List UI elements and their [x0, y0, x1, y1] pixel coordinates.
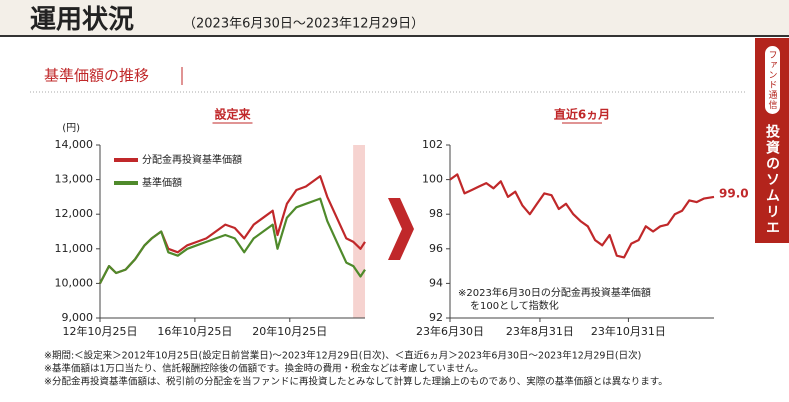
- arrow: [388, 198, 414, 260]
- section-title: 基準価額の推移: [44, 67, 149, 85]
- page-title: 運用状況: [30, 5, 134, 34]
- period: （2023年6月30日～2023年12月29日）: [183, 17, 424, 32]
- side-tab-title: 投資のソムリエ: [764, 124, 780, 236]
- y-tick-label: 14,000: [55, 138, 94, 151]
- chart-title: 直近6ヵ月: [554, 107, 610, 122]
- value-label: 99.0: [719, 186, 749, 200]
- y-tick-label: 12,000: [55, 207, 94, 220]
- y-tick-label: 11,000: [55, 242, 94, 255]
- y-tick-label: 13,000: [55, 173, 94, 186]
- y-tick-label: 100: [422, 173, 443, 186]
- y-tick-label: 94: [429, 276, 443, 289]
- y-tick-label: 9,000: [62, 311, 94, 324]
- y-tick-label: 10,000: [55, 276, 94, 289]
- y-tick-label: 98: [429, 207, 443, 220]
- series-line: [99, 197, 366, 284]
- side-tab: ファンド通信 投資のソムリエ: [755, 38, 789, 243]
- y-axis-label: (円): [62, 123, 80, 134]
- y-tick-label: 102: [422, 138, 443, 151]
- x-tick-label: 20年10月25日: [252, 324, 327, 338]
- footnote: ※分配金再投資基準価額は、税引前の分配金を当ファンドに再投資したとみなして計算し…: [44, 376, 668, 388]
- header-band: [0, 0, 789, 36]
- chart-title: 設定来: [214, 107, 251, 122]
- footnote: ※期間:＜設定来＞2012年10月25日(設定日前営業日)～2023年12月29…: [44, 350, 641, 362]
- chart-note: を100として指数化: [470, 299, 559, 312]
- x-tick-label: 12年10月25日: [63, 324, 138, 338]
- series-line: [449, 173, 715, 259]
- side-tab-label: ファンド通信: [764, 46, 780, 114]
- shaded-range: [353, 145, 365, 318]
- legend-label: 基準価額: [142, 176, 182, 189]
- chart-note: ※2023年6月30日の分配金再投資基準価額: [458, 286, 651, 299]
- x-tick-label: 23年8月31日: [506, 324, 574, 338]
- y-tick-label: 96: [429, 242, 443, 255]
- x-tick-label: 23年6月30日: [416, 324, 484, 338]
- x-tick-label: 23年10月31日: [591, 324, 666, 338]
- footnote: ※基準価額は1万口当たり、信託報酬控除後の価額です。換金時の費用・税金などは考慮…: [44, 363, 484, 375]
- x-tick-label: 16年10月25日: [157, 324, 232, 338]
- series-line: [99, 175, 366, 284]
- y-tick-label: 92: [429, 311, 443, 324]
- legend-label: 分配金再投資基準価額: [142, 153, 242, 166]
